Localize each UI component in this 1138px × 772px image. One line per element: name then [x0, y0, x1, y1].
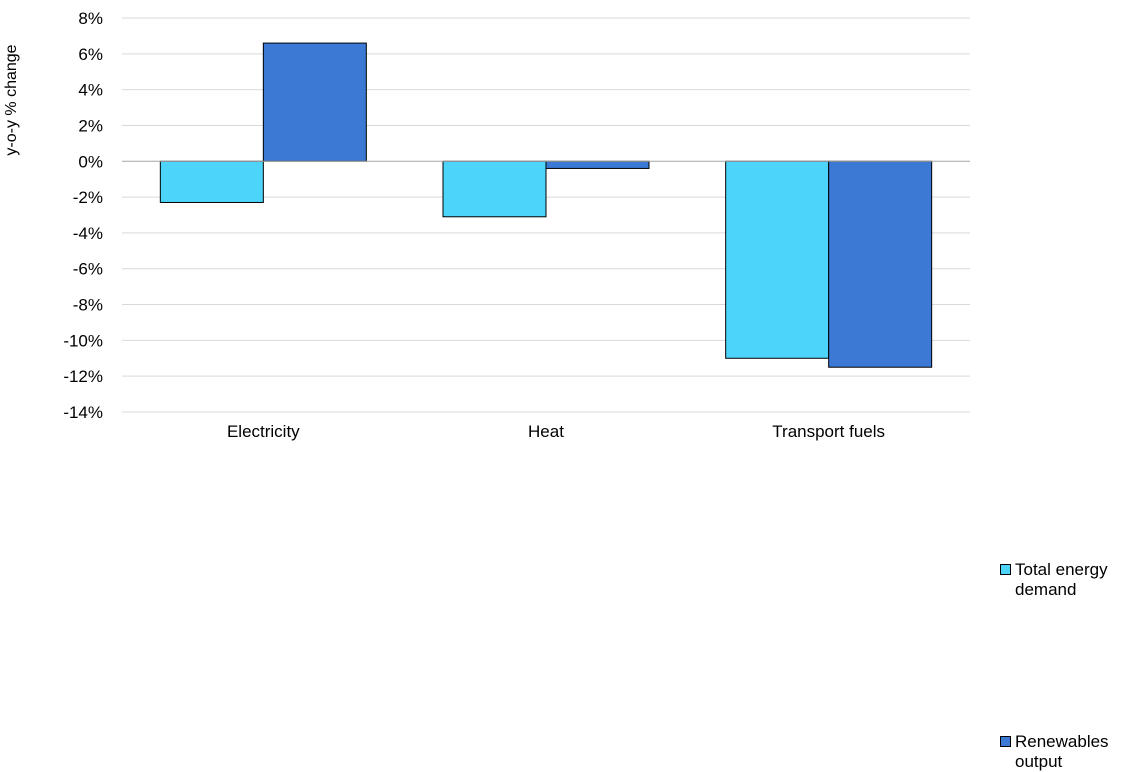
bars	[159, 42, 933, 368]
y-axis-ticks: 8% 6% 4% 2% 0% -2% -4% -6% -8% -10% -12% -14%	[63, 9, 103, 422]
bar-total-energy-demand-electricity	[159, 160, 264, 203]
x-tick-label-heat: Heat	[528, 422, 564, 441]
y-tick-label: -14%	[63, 403, 103, 422]
bar-total-energy-demand-heat	[442, 160, 547, 218]
y-tick-label: -2%	[73, 188, 103, 207]
y-tick-label: 6%	[78, 45, 103, 64]
x-tick-label-transport-fuels: Transport fuels	[772, 422, 885, 441]
y-tick-label: 4%	[78, 81, 103, 100]
y-tick-label: -10%	[63, 331, 103, 350]
y-axis-label: y-o-y % change	[3, 44, 20, 155]
legend-label-renewables-output: Renewables output	[1015, 732, 1109, 771]
y-tick-label: 2%	[78, 116, 103, 135]
x-tick-label-electricity: Electricity	[227, 422, 300, 441]
bar-renewables-output-heat	[545, 160, 650, 169]
y-tick-label: -4%	[73, 224, 103, 243]
bar-total-energy-demand-transport-fuels	[725, 160, 830, 359]
chart: 8% 6% 4% 2% 0% -2% -4% -6% -8% -10% -12% -14% Elect…	[3, 9, 1109, 771]
y-tick-label: -8%	[73, 296, 103, 315]
bar-renewables-output-transport-fuels	[828, 160, 933, 368]
y-tick-label: 8%	[78, 9, 103, 28]
legend-swatch-renewables-output	[1000, 736, 1011, 747]
y-tick-label: -12%	[63, 367, 103, 386]
x-axis-ticks: Electricity Heat Transport fuels	[227, 422, 885, 441]
legend-label-total-energy-demand: Total energy demand	[1015, 560, 1108, 599]
legend-swatch-total-energy-demand	[1000, 564, 1011, 575]
y-tick-label: 0%	[78, 152, 103, 171]
y-tick-label: -6%	[73, 260, 103, 279]
bar-renewables-output-electricity	[262, 42, 367, 162]
bar-chart: 8% 6% 4% 2% 0% -2% -4% -6% -8% -10% -12% -14% Elect…	[3, 9, 970, 441]
